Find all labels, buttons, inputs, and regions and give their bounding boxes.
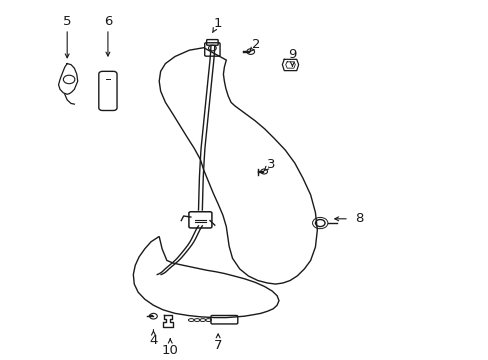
Text: 9: 9 — [287, 48, 296, 61]
Text: 7: 7 — [213, 339, 222, 352]
Text: 5: 5 — [63, 15, 71, 28]
Text: 1: 1 — [213, 17, 222, 30]
Text: 3: 3 — [266, 158, 275, 171]
Text: 10: 10 — [162, 343, 178, 356]
Text: 8: 8 — [355, 212, 363, 225]
Text: 2: 2 — [252, 38, 260, 51]
Text: 4: 4 — [149, 334, 157, 347]
Text: 6: 6 — [103, 15, 112, 28]
